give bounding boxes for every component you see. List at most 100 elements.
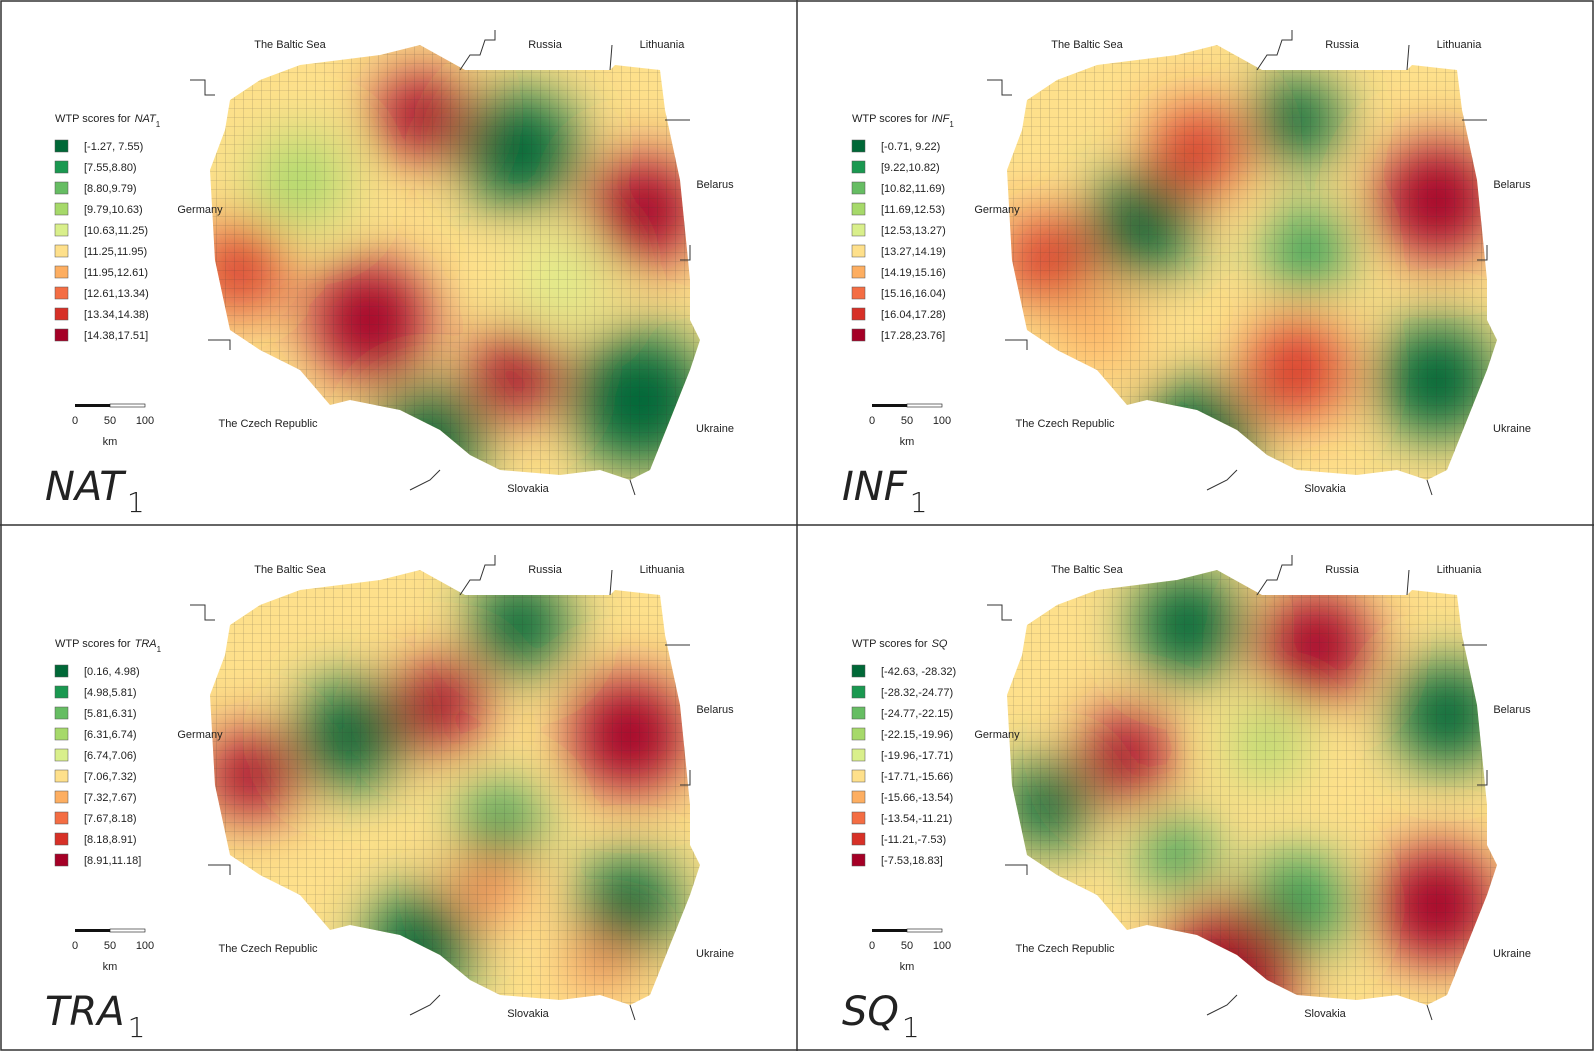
- border: [409, 994, 441, 1016]
- place-label: Ukraine: [696, 423, 734, 435]
- legend-swatch: [54, 328, 69, 342]
- legend-swatch: [54, 202, 69, 216]
- legend-swatch: [54, 811, 69, 825]
- place-label: Lithuania: [640, 564, 686, 576]
- border: [629, 1004, 636, 1021]
- place-label: Ukraine: [1493, 948, 1531, 960]
- legend-label: [10.63,11.25): [84, 225, 148, 237]
- legend-label: [5.81,6.31): [84, 708, 137, 720]
- legend-swatch: [851, 244, 866, 258]
- legend-swatch: [851, 685, 866, 699]
- border: [609, 569, 613, 596]
- place-label: The Baltic Sea: [254, 564, 326, 576]
- border: [1406, 569, 1410, 596]
- scale-label: 0: [72, 415, 78, 427]
- legend-title: WTP scores for SQ: [852, 638, 948, 650]
- place-label: Slovakia: [1304, 1008, 1346, 1020]
- panel: The Baltic Sea Russia Lithuania Belarus Germ…: [45, 30, 734, 519]
- border: [1206, 994, 1238, 1016]
- place-label: Belarus: [1493, 704, 1531, 716]
- legend-swatch: [851, 664, 866, 678]
- legend-label: [9.79,10.63): [84, 204, 143, 216]
- border: [680, 770, 691, 786]
- scale-label: 100: [136, 940, 154, 952]
- legend-label: [12.61,13.34): [84, 288, 149, 300]
- legend-label: [8.80,9.79): [84, 183, 137, 195]
- legend-title: WTP scores for TRA1: [55, 638, 162, 654]
- scale-label: 100: [933, 940, 951, 952]
- border: [208, 864, 231, 875]
- legend-label: [11.69,12.53): [881, 204, 945, 216]
- place-label: The Baltic Sea: [1051, 564, 1123, 576]
- panel: The Baltic Sea Russia Lithuania Belarus Germ…: [842, 30, 1531, 519]
- scale-bar: [109, 928, 146, 933]
- border: [1256, 555, 1293, 596]
- scale-bar: [872, 404, 907, 407]
- legend-swatch: [54, 832, 69, 846]
- place-label: The Czech Republic: [218, 418, 318, 430]
- place-label: Germany: [177, 204, 223, 216]
- legend-label: [6.74,7.06): [84, 750, 137, 762]
- border: [629, 479, 636, 496]
- legend-label: [-28.32,-24.77): [881, 687, 953, 699]
- border: [459, 30, 496, 71]
- scale-label: 50: [901, 415, 913, 427]
- legend-swatch: [54, 664, 69, 678]
- scale-label: 50: [104, 940, 116, 952]
- scale-unit: km: [900, 436, 915, 448]
- scale-bar: [906, 403, 943, 408]
- legend-label: [11.25,11.95): [84, 246, 147, 258]
- panel-label: TRA 1: [45, 989, 145, 1044]
- scale-label: 100: [136, 415, 154, 427]
- panel: The Baltic Sea Russia Lithuania Belarus Germ…: [45, 555, 734, 1044]
- legend-title: WTP scores for NAT1: [55, 113, 161, 129]
- border: [1256, 30, 1293, 71]
- scale-bar: [109, 403, 146, 408]
- legend-swatch: [54, 748, 69, 762]
- place-label: The Czech Republic: [1015, 418, 1115, 430]
- place-label: Ukraine: [1493, 423, 1531, 435]
- legend-swatch: [851, 160, 866, 174]
- panel-label: SQ 1: [842, 989, 920, 1044]
- legend-label: [-15.66,-13.54): [881, 792, 953, 804]
- place-label: The Baltic Sea: [254, 39, 326, 51]
- legend-label: [-7.53,18.83]: [881, 855, 943, 867]
- place-label: Slovakia: [1304, 483, 1346, 495]
- border: [680, 245, 691, 261]
- scale-label: 50: [901, 940, 913, 952]
- border: [1477, 770, 1488, 786]
- legend-swatch: [54, 307, 69, 321]
- legend-label: [12.53,13.27): [881, 225, 946, 237]
- place-label: Russia: [528, 39, 563, 51]
- panel: The Baltic Sea Russia Lithuania Belarus Germ…: [842, 555, 1531, 1044]
- legend-swatch: [54, 265, 69, 279]
- legend-label: [6.31,6.74): [84, 729, 137, 741]
- place-label: Lithuania: [640, 39, 686, 51]
- legend-swatch: [54, 139, 69, 153]
- scale-label: 0: [869, 940, 875, 952]
- legend-title: WTP scores for INF1: [852, 113, 954, 129]
- place-label: Lithuania: [1437, 39, 1483, 51]
- legend-swatch: [851, 328, 866, 342]
- legend-swatch: [54, 160, 69, 174]
- place-label: Belarus: [696, 179, 734, 191]
- border: [208, 339, 231, 350]
- place-label: Belarus: [1493, 179, 1531, 191]
- scale-unit: km: [900, 961, 915, 973]
- legend-swatch: [54, 769, 69, 783]
- legend-swatch: [54, 790, 69, 804]
- place-label: Germany: [177, 729, 223, 741]
- legend-label: [0.16, 4.98): [84, 666, 140, 678]
- legend-label: [-19.96,-17.71): [881, 750, 953, 762]
- legend-label: [-17.71,-15.66): [881, 771, 953, 783]
- legend-swatch: [851, 832, 866, 846]
- legend-swatch: [851, 790, 866, 804]
- border: [459, 555, 496, 596]
- legend-swatch: [851, 811, 866, 825]
- panel-label: INF 1: [842, 464, 928, 519]
- scale-bar: [872, 929, 907, 932]
- legend-swatch: [54, 853, 69, 867]
- legend-label: [-24.77,-22.15): [881, 708, 953, 720]
- border: [609, 44, 613, 71]
- legend-label: [-0.71, 9.22): [881, 141, 940, 153]
